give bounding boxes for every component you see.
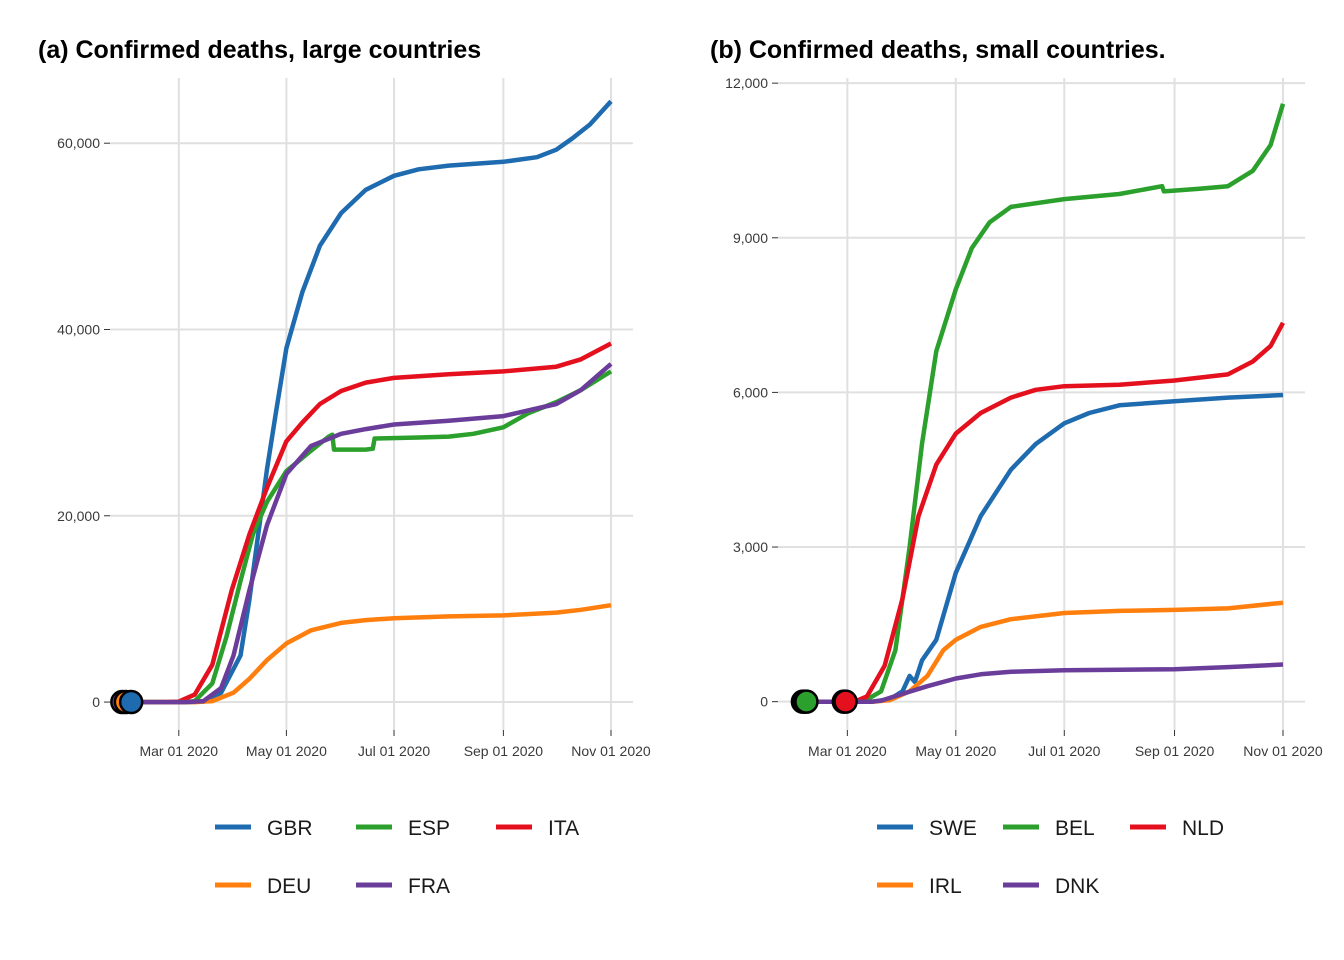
- y-tick-label: 20,000: [57, 508, 100, 524]
- x-tick-label: Jul 01 2020: [1028, 743, 1101, 759]
- legend-label: ESP: [408, 817, 450, 840]
- series-line-swe: [795, 392, 1284, 704]
- x-tick-label: Jul 01 2020: [358, 743, 431, 759]
- legend-label: DEU: [267, 875, 311, 898]
- series-line-fra: [120, 362, 613, 705]
- series-line-deu: [120, 602, 612, 705]
- y-tick-label: 3,000: [733, 539, 768, 555]
- legend-label: DNK: [1055, 875, 1099, 898]
- legend-label: ITA: [548, 817, 579, 840]
- x-tick-label: May 01 2020: [246, 743, 327, 759]
- y-tick-label: 6,000: [733, 384, 768, 400]
- chart-title: (b) Confirmed deaths, small countries.: [710, 36, 1166, 64]
- start-marker: [118, 689, 144, 715]
- x-tick-label: May 01 2020: [915, 743, 996, 759]
- y-tick-label: 40,000: [57, 321, 100, 337]
- x-tick-label: Nov 01 2020: [571, 743, 651, 759]
- y-tick-label: 9,000: [733, 230, 768, 246]
- legend-label: SWE: [929, 817, 977, 840]
- series-line-irl: [795, 600, 1284, 704]
- start-marker: [833, 689, 858, 714]
- series-line-nld: [795, 321, 1285, 704]
- legend-label: GBR: [267, 817, 313, 840]
- start-marker: [794, 689, 819, 714]
- series-line-gbr: [120, 99, 613, 705]
- legend-label: FRA: [408, 875, 450, 898]
- series-line-dnk: [795, 662, 1284, 704]
- x-tick-label: Sep 01 2020: [464, 743, 544, 759]
- y-tick-label: 60,000: [57, 135, 100, 151]
- y-tick-label: 12,000: [725, 75, 768, 91]
- legend-label: BEL: [1055, 817, 1095, 840]
- legend-label: NLD: [1182, 817, 1224, 840]
- x-tick-label: Mar 01 2020: [139, 743, 218, 759]
- series-line-esp: [120, 369, 613, 705]
- series-line-bel: [795, 103, 1286, 704]
- legend-label: IRL: [929, 875, 962, 898]
- x-tick-label: Sep 01 2020: [1135, 743, 1215, 759]
- x-tick-label: Nov 01 2020: [1243, 743, 1323, 759]
- panel-a: (a) Confirmed deaths, large countries 0 20…: [38, 36, 651, 898]
- chart-title: (a) Confirmed deaths, large countries: [38, 36, 481, 64]
- series-line-ita: [120, 341, 613, 705]
- y-tick-label: 0: [760, 694, 768, 710]
- x-tick-label: Mar 01 2020: [808, 743, 887, 759]
- y-tick-label: 0: [92, 694, 100, 710]
- panel-b: (b) Confirmed deaths, small countries. 0 3…: [710, 36, 1323, 898]
